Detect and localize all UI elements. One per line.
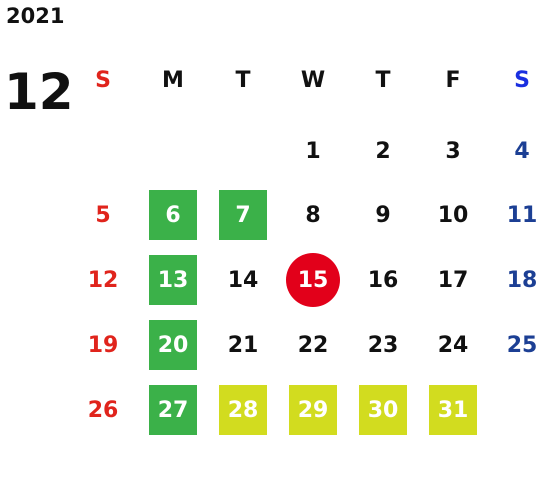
day: 9 (375, 202, 391, 228)
weekday-label: S (95, 67, 111, 93)
day: 28 (219, 385, 267, 435)
day: 1 (305, 138, 321, 164)
day: 2 (375, 138, 391, 164)
day: 19 (87, 332, 119, 358)
weekday-label: T (235, 67, 251, 93)
day: 20 (149, 320, 197, 370)
day: 27 (149, 385, 197, 435)
weekday-label: M (162, 67, 184, 93)
day: 7 (219, 190, 267, 240)
day: 3 (445, 138, 461, 164)
day: 8 (305, 202, 321, 228)
day: 26 (87, 397, 119, 423)
day: 14 (227, 267, 259, 293)
day: 16 (367, 267, 399, 293)
day: 23 (367, 332, 399, 358)
weekday-label: W (300, 67, 326, 93)
day: 15 (286, 253, 340, 307)
day: 18 (506, 267, 538, 293)
day: 31 (429, 385, 477, 435)
day: 30 (359, 385, 407, 435)
day: 24 (437, 332, 469, 358)
year: 2021 (6, 4, 65, 28)
day: 4 (514, 138, 530, 164)
day: 6 (149, 190, 197, 240)
day: 22 (297, 332, 329, 358)
weekday-label: F (445, 67, 461, 93)
month: 12 (4, 63, 74, 121)
day: 21 (227, 332, 259, 358)
day: 5 (95, 202, 111, 228)
day: 25 (506, 332, 538, 358)
day: 13 (149, 255, 197, 305)
day: 11 (506, 202, 538, 228)
day: 17 (437, 267, 469, 293)
day: 12 (87, 267, 119, 293)
day: 10 (437, 202, 469, 228)
weekday-label: S (514, 67, 530, 93)
weekday-label: T (375, 67, 391, 93)
day: 29 (289, 385, 337, 435)
